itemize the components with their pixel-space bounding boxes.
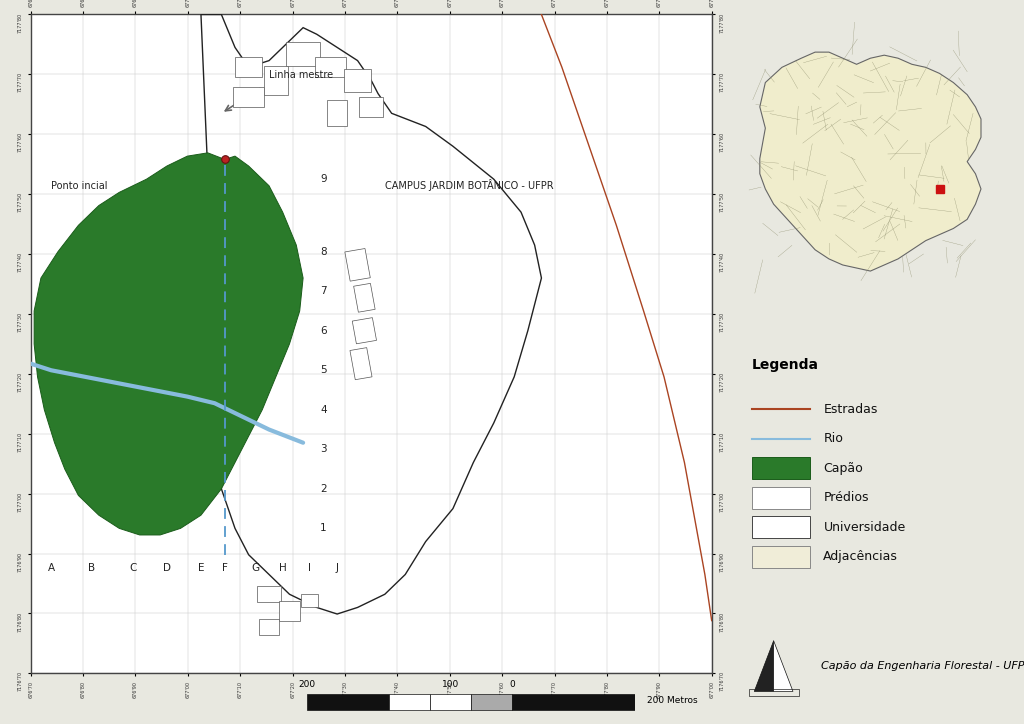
Text: 8: 8 <box>321 247 327 257</box>
FancyBboxPatch shape <box>752 487 810 509</box>
Text: H: H <box>279 563 287 573</box>
Bar <box>749 689 799 696</box>
Text: CAMPUS JARDIM BOTÂNICO - UFPR: CAMPUS JARDIM BOTÂNICO - UFPR <box>385 180 553 191</box>
Text: 200 Metros: 200 Metros <box>647 696 697 704</box>
Text: 5: 5 <box>321 365 327 375</box>
Bar <box>430 694 471 710</box>
Text: Legenda: Legenda <box>752 358 818 371</box>
Text: Prédios: Prédios <box>823 492 869 505</box>
Text: 9: 9 <box>321 174 327 184</box>
Text: B: B <box>88 563 95 573</box>
Bar <box>286 43 321 66</box>
Text: D: D <box>163 563 171 573</box>
Bar <box>233 87 264 106</box>
Text: Universidade: Universidade <box>823 521 905 534</box>
Bar <box>389 694 430 710</box>
Polygon shape <box>34 153 303 535</box>
Bar <box>471 694 512 710</box>
Polygon shape <box>760 52 981 271</box>
Bar <box>301 594 318 607</box>
Bar <box>345 248 371 281</box>
Bar <box>259 619 280 636</box>
Text: Adjacências: Adjacências <box>823 550 898 563</box>
Text: C: C <box>129 563 136 573</box>
Bar <box>350 348 372 379</box>
Polygon shape <box>774 641 793 691</box>
Bar <box>352 318 377 344</box>
Text: 0: 0 <box>509 680 515 689</box>
Text: Estradas: Estradas <box>823 403 878 416</box>
Bar <box>327 100 347 127</box>
FancyBboxPatch shape <box>752 546 810 568</box>
Text: 1: 1 <box>321 523 327 534</box>
Text: Rio: Rio <box>823 432 844 445</box>
Bar <box>234 57 262 77</box>
Text: 2: 2 <box>321 484 327 494</box>
FancyBboxPatch shape <box>752 516 810 539</box>
Text: Linha mestre: Linha mestre <box>269 70 333 80</box>
Bar <box>353 283 375 312</box>
Bar <box>512 694 635 710</box>
Text: J: J <box>336 563 339 573</box>
Bar <box>264 66 288 95</box>
Bar <box>280 601 300 620</box>
Text: Capão da Engenharia Florestal - UFPR: Capão da Engenharia Florestal - UFPR <box>820 661 1024 671</box>
Text: 200: 200 <box>299 680 315 689</box>
FancyBboxPatch shape <box>752 458 810 479</box>
Text: 6: 6 <box>321 326 327 336</box>
Bar <box>359 97 383 117</box>
Text: I: I <box>308 563 311 573</box>
Text: A: A <box>47 563 54 573</box>
Text: 7: 7 <box>321 286 327 296</box>
Bar <box>315 57 346 77</box>
Bar <box>344 69 371 92</box>
Polygon shape <box>755 641 774 691</box>
Text: E: E <box>198 563 204 573</box>
Text: 3: 3 <box>321 445 327 455</box>
Text: Capão: Capão <box>823 462 863 475</box>
Bar <box>257 586 281 602</box>
Text: G: G <box>251 563 259 573</box>
Text: F: F <box>222 563 227 573</box>
Text: 100: 100 <box>442 680 459 689</box>
Bar <box>307 694 389 710</box>
Text: Ponto incial: Ponto incial <box>51 181 108 191</box>
Text: 4: 4 <box>321 405 327 415</box>
